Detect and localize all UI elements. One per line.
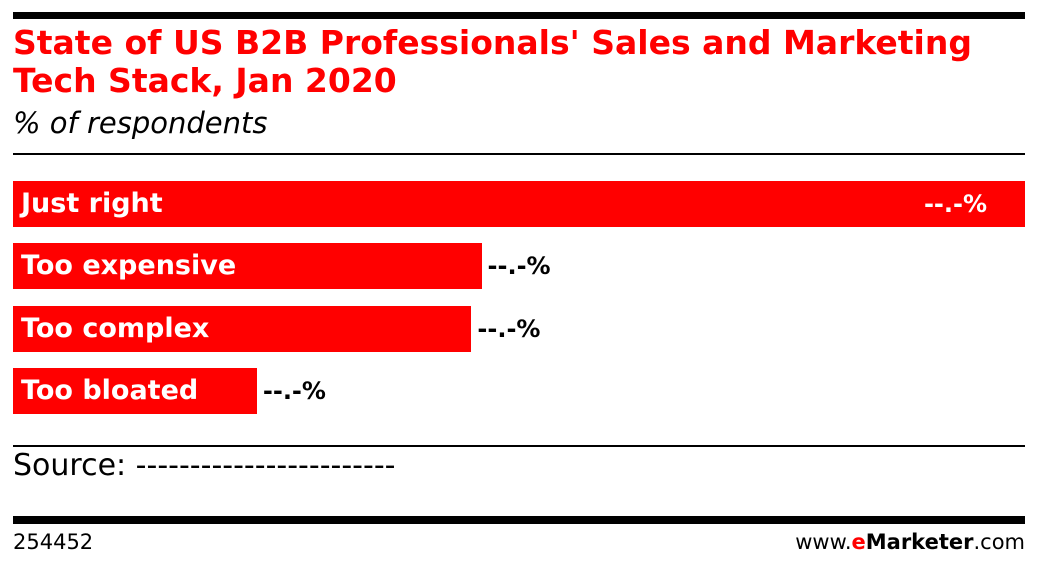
source-text: Source: ------------------------ — [13, 448, 396, 483]
bar-too-bloated: Too bloated — [13, 367, 257, 414]
site-suffix: .com — [973, 530, 1025, 554]
category-label: Just right — [21, 188, 163, 219]
chart-id: 254452 — [13, 530, 94, 554]
data-label: --.-% — [477, 314, 541, 343]
chart-title: State of US B2B Professionals' Sales and… — [13, 23, 972, 100]
header-rule — [13, 153, 1025, 155]
chart-subtitle: % of respondents — [13, 106, 268, 140]
bar-too-complex: Too complex — [13, 305, 472, 352]
data-label: --.-% — [262, 376, 326, 405]
data-label: --.-% — [923, 190, 987, 218]
footer-rule — [13, 516, 1025, 524]
bar-just-right: Just right — [13, 181, 1025, 227]
bar-too-expensive: Too expensive — [13, 243, 482, 290]
plot-area: Just right --.-% Too expensive --.-% Too com… — [13, 181, 1025, 421]
category-label: Too expensive — [21, 250, 237, 282]
emarketer-logo: www.eMarketer.com — [795, 530, 1025, 554]
site-prefix: www. — [795, 530, 852, 554]
source-rule — [13, 445, 1025, 447]
site-brand-e: e — [851, 530, 866, 554]
category-label: Too complex — [21, 312, 210, 344]
data-label: --.-% — [487, 252, 551, 281]
site-brand: Marketer — [865, 530, 974, 554]
top-rule — [13, 12, 1025, 19]
category-label: Too bloated — [21, 374, 199, 406]
